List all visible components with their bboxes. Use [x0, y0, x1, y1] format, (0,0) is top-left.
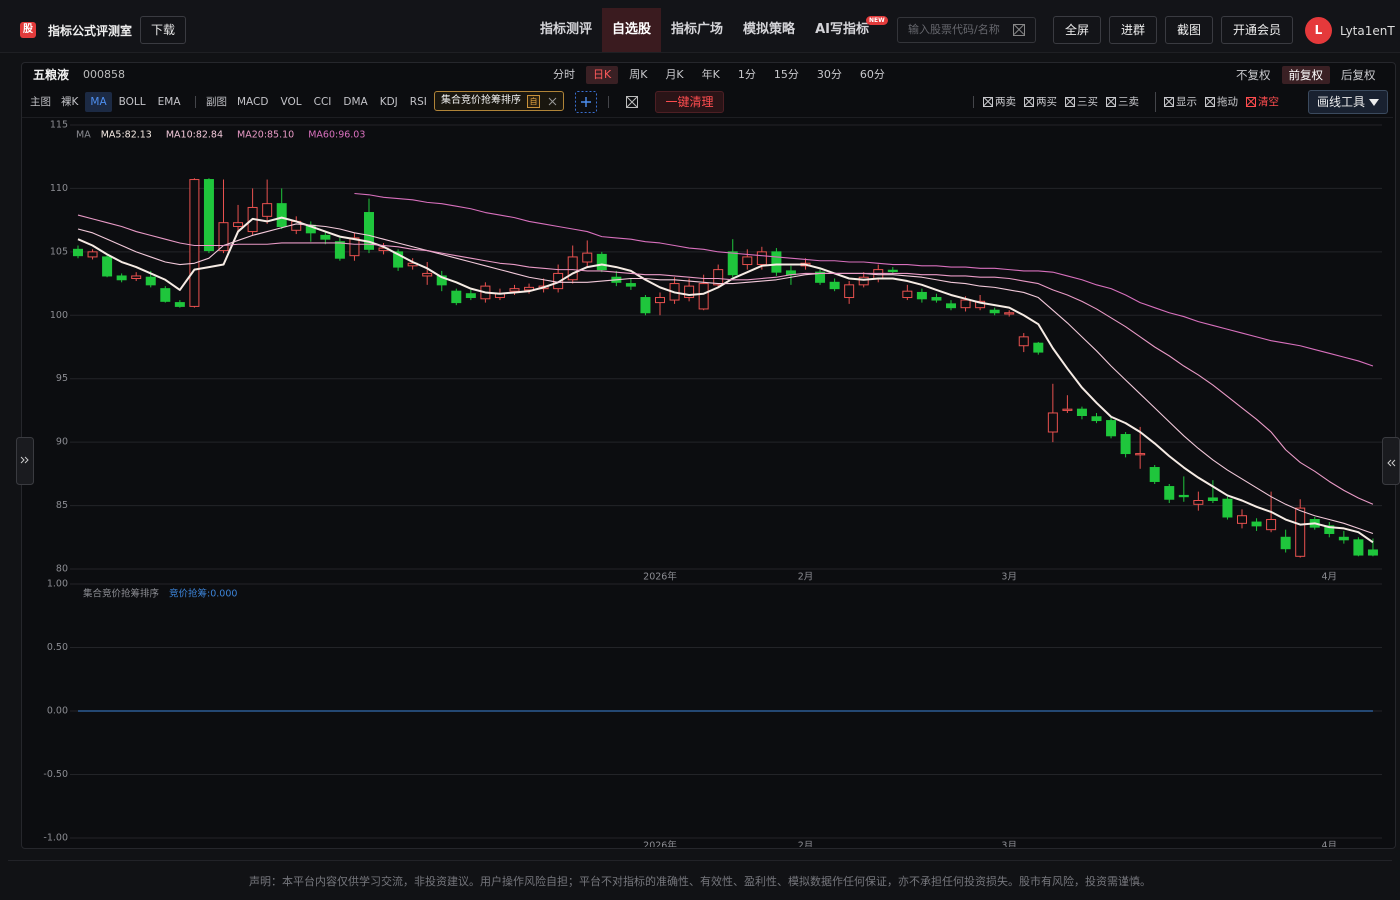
- add-indicator[interactable]: [575, 91, 597, 113]
- main-indicators: 裸K MA BOLL EMA: [56, 92, 186, 112]
- tool-label: 清空: [1258, 96, 1279, 108]
- period-tab[interactable]: 1分: [737, 68, 756, 81]
- tool-toggle[interactable]: 拖动: [1205, 92, 1238, 112]
- main-indicator[interactable]: EMA: [157, 96, 181, 108]
- checkbox-icon[interactable]: [1106, 97, 1116, 107]
- indicator-chip[interactable]: 集合竞价抢筹排序自: [434, 91, 564, 111]
- tool-label: 三买: [1077, 96, 1098, 108]
- period-tab[interactable]: 分时: [553, 68, 575, 81]
- tool-label: 拖动: [1217, 96, 1238, 108]
- period-tabs: 分时 日K 周K 月K 年K 1分 15分 30分 60分: [546, 66, 892, 84]
- clear-icon[interactable]: [626, 96, 638, 108]
- logo[interactable]: 股: [20, 22, 36, 38]
- tool-label: 两买: [1036, 96, 1057, 108]
- adjust-tab[interactable]: 后复权: [1341, 68, 1376, 82]
- main-label: 主图: [30, 96, 51, 108]
- nav-tab[interactable]: 指标测评: [540, 22, 593, 37]
- header-button[interactable]: 截图: [1165, 16, 1214, 44]
- clear-all-button[interactable]: 一键清理: [655, 91, 724, 113]
- stock-code: 000858: [83, 68, 125, 81]
- period-tab[interactable]: 15分: [773, 68, 799, 81]
- adjust-tab[interactable]: 不复权: [1236, 68, 1271, 82]
- tool-label: 显示: [1176, 96, 1197, 108]
- sub-indicator[interactable]: VOL: [280, 96, 302, 108]
- avatar[interactable]: L: [1305, 17, 1332, 44]
- separator: [608, 96, 609, 108]
- sub-indicator[interactable]: KDJ: [379, 96, 398, 108]
- draw-tool-button[interactable]: 画线工具: [1308, 90, 1388, 114]
- sub-indicator[interactable]: CCI: [313, 96, 332, 108]
- site-title[interactable]: 指标公式评测室: [48, 24, 133, 38]
- nav-tab[interactable]: 模拟策略: [743, 22, 796, 37]
- sub-indicator[interactable]: DMA: [343, 96, 368, 108]
- search-placeholder: 输入股票代码/名称: [908, 23, 1000, 36]
- main-indicator[interactable]: BOLL: [118, 96, 146, 108]
- separator: [195, 96, 196, 108]
- tool-toggle[interactable]: 两买: [1024, 92, 1057, 112]
- footer-divider: [8, 860, 1392, 861]
- period-tab[interactable]: 日K: [586, 66, 619, 84]
- main-indicator[interactable]: MA: [85, 92, 112, 112]
- period-tab[interactable]: 年K: [701, 68, 720, 81]
- sub-indicators: MACD VOL CCI DMA KDJ RSI: [232, 92, 432, 112]
- header-button[interactable]: 开通会员: [1221, 16, 1294, 44]
- toolbar-divider: [22, 117, 1393, 118]
- checkbox-icon[interactable]: [1065, 97, 1075, 107]
- tool-toggle[interactable]: 三买: [1065, 92, 1098, 112]
- search-box[interactable]: 输入股票代码/名称: [897, 17, 1036, 43]
- period-tab[interactable]: 月K: [665, 68, 684, 81]
- checkbox-icon[interactable]: [1024, 97, 1034, 107]
- adjust-tabs: 不复权 前复权 后复权: [1229, 66, 1383, 84]
- period-tab[interactable]: 周K: [629, 68, 648, 81]
- new-badge: NEW: [866, 16, 888, 25]
- download-button[interactable]: 下载: [140, 16, 187, 44]
- nav-tab[interactable]: 自选股: [602, 8, 662, 52]
- adjust-tab[interactable]: 前复权: [1281, 66, 1330, 84]
- header-button[interactable]: 全屏: [1053, 16, 1102, 44]
- separator: [973, 96, 974, 108]
- nav-tab[interactable]: 指标广场: [671, 22, 724, 37]
- tool-toggle[interactable]: 两卖: [983, 92, 1016, 112]
- checkbox-icon[interactable]: [1164, 97, 1174, 107]
- user-name[interactable]: Lyta1enT: [1340, 24, 1395, 38]
- chip-close[interactable]: [548, 97, 557, 106]
- sub-indicator[interactable]: MACD: [237, 96, 269, 108]
- period-tab[interactable]: 60分: [859, 68, 885, 81]
- nav-tab[interactable]: AI写指标: [815, 22, 869, 37]
- checkbox-icon[interactable]: [983, 97, 993, 107]
- tool-label: 三卖: [1118, 96, 1139, 108]
- dropdown-arrow: [1369, 99, 1379, 106]
- signal-tools: 两卖 两买 三买 三卖 显示 拖动 清空: [983, 92, 1279, 112]
- checkbox-icon[interactable]: [1246, 97, 1256, 107]
- tool-toggle[interactable]: 显示: [1155, 92, 1197, 112]
- header-buttons: 全屏 进群 截图 开通会员: [1053, 16, 1294, 44]
- search-icon[interactable]: [1013, 24, 1025, 36]
- tool-toggle[interactable]: 三卖: [1106, 92, 1139, 112]
- stock-name: 五粮液: [33, 68, 70, 82]
- chip-tag: 自: [527, 95, 540, 108]
- top-bar: 股 指标公式评测室 下载 指标测评 自选股 指标广场 模拟策略 AI写指标 NEW 输入…: [0, 0, 1400, 53]
- tool-label: 两卖: [995, 96, 1016, 108]
- draw-tool-label: 画线工具: [1317, 95, 1366, 109]
- sub-indicator[interactable]: RSI: [409, 96, 427, 108]
- period-tab[interactable]: 30分: [816, 68, 842, 81]
- checkbox-icon[interactable]: [1205, 97, 1215, 107]
- main-indicator[interactable]: 裸K: [61, 96, 79, 108]
- header-button[interactable]: 进群: [1109, 16, 1158, 44]
- chart-panel: [21, 62, 1396, 849]
- tool-toggle[interactable]: 清空: [1246, 92, 1279, 112]
- sub-label: 副图: [206, 96, 227, 108]
- chip-label: 集合竞价抢筹排序: [441, 95, 521, 106]
- disclaimer: 声明：本平台内容仅供学习交流，非投资建议。用户操作风险自担；平台不对指标的准确性…: [249, 875, 1151, 888]
- main-nav: 指标测评 自选股 指标广场 模拟策略 AI写指标: [530, 8, 879, 52]
